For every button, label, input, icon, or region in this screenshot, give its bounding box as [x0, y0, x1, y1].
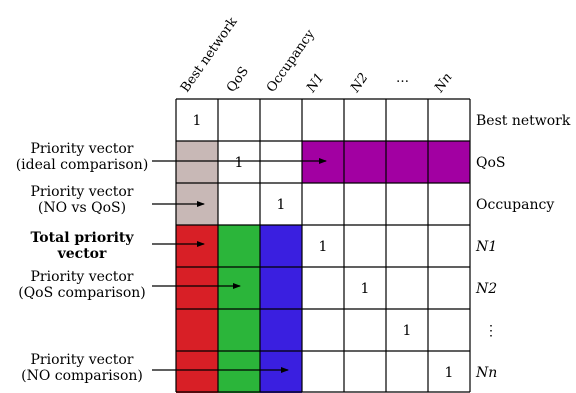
annotation-no-comparison-line1: Priority vector — [31, 352, 134, 368]
diag-1-bestnetwork: 1 — [193, 113, 202, 129]
arrows — [152, 158, 327, 373]
diag-1-occupancy: 1 — [277, 197, 286, 213]
row-label-occupancy: Occupancy — [476, 197, 554, 213]
row-label-n2: N2 — [475, 281, 497, 297]
diag-1-n1: 1 — [319, 239, 328, 255]
row-label-best-network: Best network — [476, 113, 571, 129]
cell-qos-nn — [428, 141, 470, 183]
annotation-no-vs-qos-line1: Priority vector — [31, 184, 134, 200]
row-label-vdots: ⋮ — [484, 323, 498, 339]
col-header-qos: QoS — [224, 64, 252, 95]
annotation-total-line1: Total priority — [31, 230, 135, 246]
col-header-ellipsis: … — [396, 71, 409, 86]
matrix-grid — [175, 98, 471, 393]
annotation-no-vs-qos-line2: (NO vs QoS) — [38, 200, 126, 216]
column-headers: Best network QoS Occupancy N1 N2 … Nn — [178, 15, 456, 96]
annotation-qos-comparison-line1: Priority vector — [31, 269, 134, 285]
cell-qos-bestnetwork — [176, 141, 218, 183]
col-header-n1: N1 — [303, 71, 327, 97]
cell-qos-n1 — [302, 141, 344, 183]
annotation-ideal-line1: Priority vector — [31, 141, 134, 157]
diag-1-n2: 1 — [361, 281, 370, 297]
diag-1-nn: 1 — [445, 365, 454, 381]
annotation-total-line2: vector — [57, 246, 107, 262]
cell-qos-n2 — [344, 141, 386, 183]
row-labels: Best network QoS Occupancy N1 N2 ⋮ Nn — [475, 113, 571, 381]
row-label-qos: QoS — [476, 155, 506, 171]
left-annotations: Priority vector (ideal comparison) Prior… — [16, 141, 149, 384]
annotation-no-comparison-line2: (NO comparison) — [21, 368, 143, 384]
annotation-ideal-line2: (ideal comparison) — [16, 157, 149, 173]
diag-1-qos: 1 — [235, 155, 244, 171]
col-header-nn: Nn — [431, 71, 455, 97]
diagonal-values: 1 1 1 1 1 1 1 — [193, 113, 454, 381]
diag-1-dots: 1 — [403, 323, 412, 339]
col-header-n2: N2 — [347, 71, 371, 97]
annotation-qos-comparison-line2: (QoS comparison) — [18, 285, 146, 301]
cell-qos-dots — [386, 141, 428, 183]
row-label-n1: N1 — [475, 239, 497, 255]
row-label-nn: Nn — [475, 365, 497, 381]
